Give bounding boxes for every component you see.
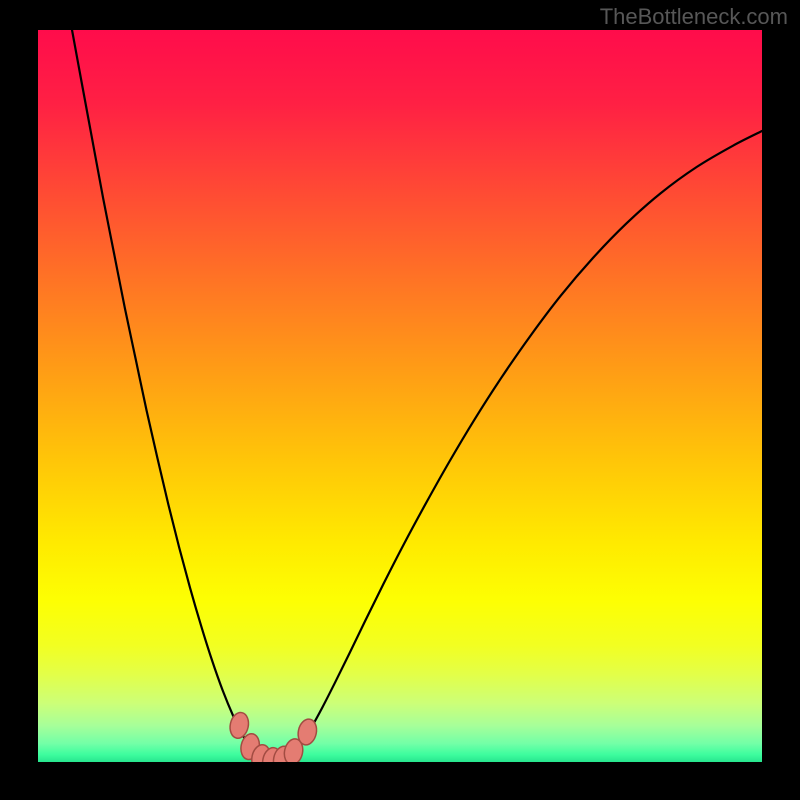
gradient-background — [38, 30, 762, 762]
watermark-text: TheBottleneck.com — [600, 4, 788, 30]
chart-svg — [38, 30, 762, 762]
chart-frame: TheBottleneck.com — [0, 0, 800, 800]
plot-area — [38, 30, 762, 762]
